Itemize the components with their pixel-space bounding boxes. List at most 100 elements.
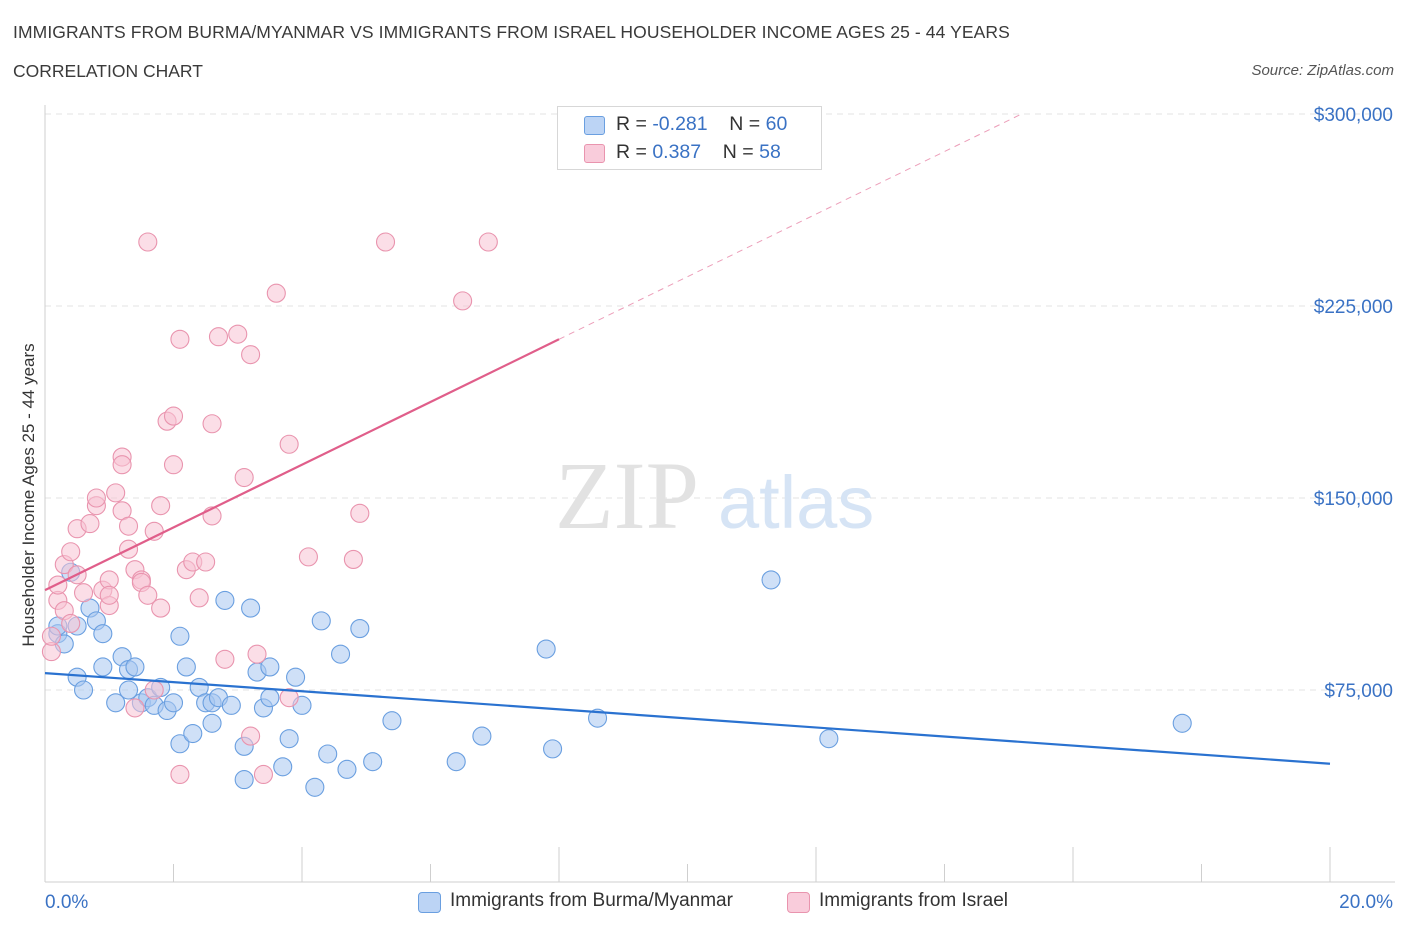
y-tick-label: $300,000 xyxy=(1314,105,1393,126)
point-israel xyxy=(241,726,261,746)
chart-title: IMMIGRANTS FROM BURMA/MYANMAR VS IMMIGRA… xyxy=(13,22,1010,42)
data-points xyxy=(41,232,1192,797)
legend-n-value-burma: 60 xyxy=(765,113,788,135)
point-israel xyxy=(163,455,184,475)
point-burma xyxy=(536,639,556,659)
watermark-zip: ZIP xyxy=(555,442,699,549)
point-burma xyxy=(543,739,563,759)
point-israel xyxy=(279,434,299,454)
point-israel xyxy=(208,327,229,347)
point-burma xyxy=(241,598,261,618)
point-burma xyxy=(382,711,402,731)
point-israel xyxy=(453,291,473,311)
point-israel xyxy=(41,626,61,646)
point-burma xyxy=(260,688,280,708)
point-burma xyxy=(221,695,241,715)
point-israel xyxy=(253,764,274,785)
point-burma xyxy=(125,657,145,677)
bottom-legend-label-israel: Immigrants from Israel xyxy=(819,890,1008,911)
point-israel xyxy=(196,552,216,572)
legend-r-value-burma: -0.281 xyxy=(652,113,708,135)
trend-line-israel xyxy=(44,338,560,592)
legend-swatch-israel xyxy=(584,144,605,163)
point-israel xyxy=(343,549,363,569)
legend-n-value-israel: 58 xyxy=(759,141,781,163)
point-israel xyxy=(241,345,261,365)
point-israel xyxy=(151,496,171,516)
point-israel xyxy=(118,516,139,536)
trend-line-israel-projection xyxy=(558,113,1022,340)
legend-r-label: R = xyxy=(616,113,647,135)
point-israel xyxy=(234,467,254,488)
point-burma xyxy=(587,708,608,728)
point-burma xyxy=(170,626,190,646)
point-burma xyxy=(1172,713,1192,733)
y-tick-label: $225,000 xyxy=(1314,297,1393,318)
point-burma xyxy=(215,590,235,610)
point-israel xyxy=(228,324,248,344)
point-burma xyxy=(350,619,370,639)
point-israel xyxy=(170,764,190,785)
point-israel xyxy=(170,329,190,349)
point-burma xyxy=(279,729,299,749)
x-tick-labels: 0.0% 20.0% xyxy=(45,892,1393,913)
y-tick-label: $75,000 xyxy=(1324,681,1393,702)
point-burma xyxy=(93,624,113,644)
point-israel xyxy=(478,232,498,252)
point-israel xyxy=(298,547,318,567)
point-burma xyxy=(273,757,293,777)
point-burma xyxy=(74,680,94,700)
point-burma xyxy=(183,723,203,744)
point-israel xyxy=(138,232,158,252)
legend-n-label: N = xyxy=(722,141,754,163)
trend-lines xyxy=(44,113,1331,765)
point-israel xyxy=(99,585,119,605)
point-burma xyxy=(330,644,351,664)
point-israel xyxy=(125,698,145,718)
point-burma xyxy=(202,713,222,733)
x-tick-label: 0.0% xyxy=(45,892,88,913)
point-burma xyxy=(446,752,466,772)
bottom-legend-swatch-israel xyxy=(787,892,810,913)
point-israel xyxy=(61,613,81,633)
chart-subtitle: CORRELATION CHART xyxy=(13,61,203,81)
y-tick-labels: $75,000 $150,000 $225,000 $300,000 xyxy=(1314,105,1393,702)
legend-r-label: R = xyxy=(616,141,647,163)
point-burma xyxy=(93,657,113,677)
point-israel xyxy=(279,688,299,708)
point-burma xyxy=(472,726,492,746)
point-israel xyxy=(189,588,209,608)
x-tick-label: 20.0% xyxy=(1339,892,1393,913)
bottom-legend-label-burma: Immigrants from Burma/Myanmar xyxy=(450,890,733,911)
point-burma xyxy=(337,759,357,779)
point-israel xyxy=(138,585,158,605)
point-burma xyxy=(118,680,139,700)
point-israel xyxy=(151,598,171,618)
point-israel xyxy=(266,283,286,303)
point-burma xyxy=(318,744,338,764)
point-burma xyxy=(819,729,839,749)
correlation-legend: R = -0.281 N = 60 R = 0.387 N = 58 xyxy=(557,106,822,170)
point-burma xyxy=(363,752,383,772)
point-burma xyxy=(170,734,190,754)
point-burma xyxy=(260,657,280,677)
legend-n-label: N = xyxy=(729,113,761,135)
point-burma xyxy=(286,667,306,687)
y-tick-label: $150,000 xyxy=(1314,489,1393,510)
point-israel xyxy=(215,649,235,669)
point-burma xyxy=(305,777,325,797)
point-israel xyxy=(375,232,396,252)
trend-line-burma xyxy=(44,672,1331,765)
point-burma xyxy=(176,657,196,677)
y-axis-label: Householder Income Ages 25 - 44 years xyxy=(19,343,38,646)
legend-swatch-burma xyxy=(584,116,605,135)
point-israel xyxy=(86,488,106,508)
point-burma xyxy=(163,693,184,713)
point-burma xyxy=(311,611,331,631)
source-credit: Source: ZipAtlas.com xyxy=(1251,62,1394,79)
watermark-atlas: atlas xyxy=(718,461,874,544)
watermark: ZIP atlas xyxy=(555,442,874,549)
legend-r-value-israel: 0.387 xyxy=(652,141,702,163)
point-israel xyxy=(202,414,222,434)
